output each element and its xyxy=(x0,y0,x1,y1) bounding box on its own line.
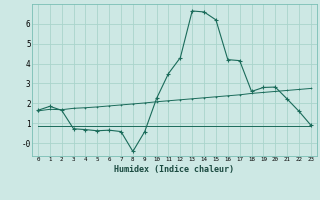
X-axis label: Humidex (Indice chaleur): Humidex (Indice chaleur) xyxy=(115,165,234,174)
